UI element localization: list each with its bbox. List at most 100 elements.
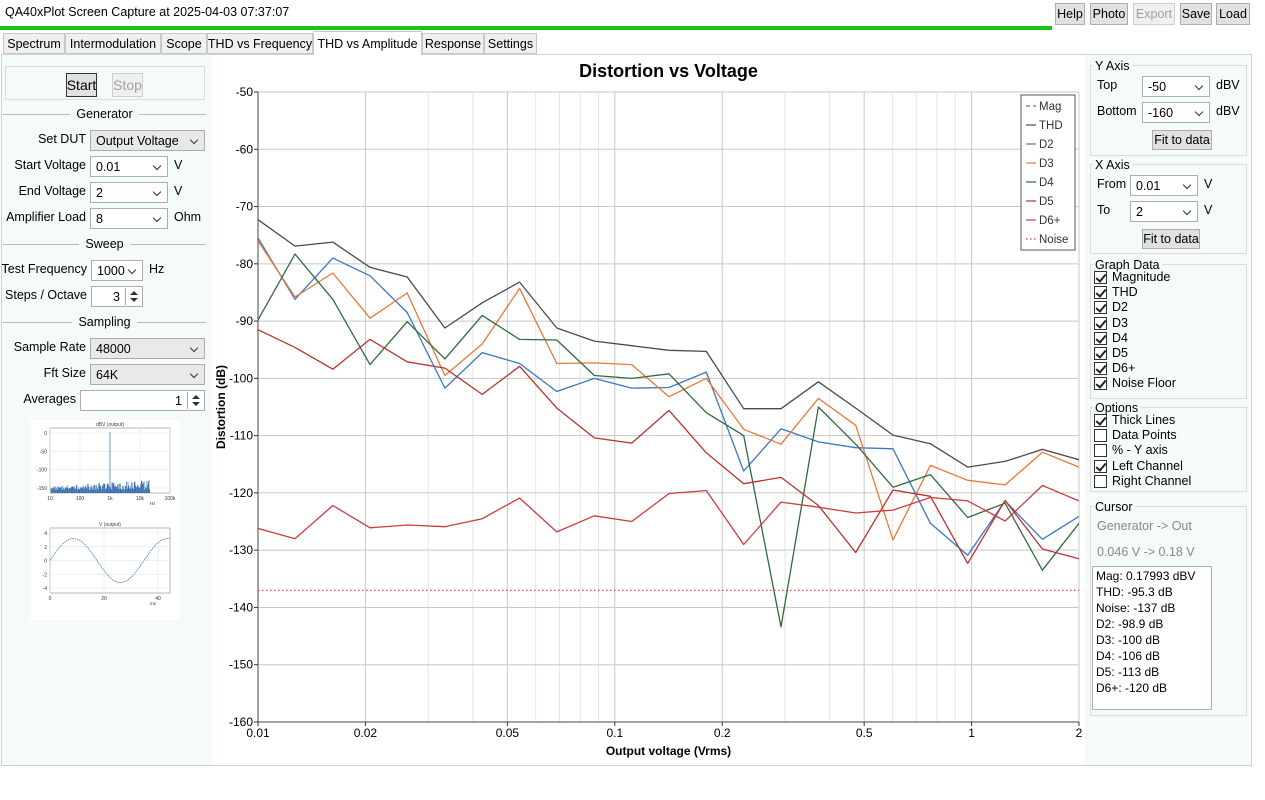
- field-unit: Hz: [149, 262, 165, 276]
- cursor-info: 0.046 V -> 0.18 V: [1097, 545, 1195, 559]
- field-value: 64K: [96, 368, 119, 382]
- readout-line: D3: -100 dB: [1096, 633, 1161, 647]
- checkbox-label: D3: [1112, 315, 1128, 330]
- x-axis-label: Output voltage (Vrms): [606, 744, 731, 758]
- thumb-y-tick: 0: [44, 559, 47, 565]
- section-heading: Sampling: [3, 314, 206, 330]
- x-tick-label: 0.2: [714, 726, 731, 740]
- thumb-y-tick: 2: [44, 545, 47, 551]
- checkbox[interactable]: [1094, 301, 1107, 315]
- combo-box[interactable]: 2: [1130, 201, 1198, 222]
- spin-box[interactable]: 3: [91, 286, 143, 307]
- field-unit: V: [1204, 177, 1213, 191]
- field-label: From: [1097, 177, 1127, 191]
- group-box: [1090, 407, 1247, 492]
- y-tick-label: -60: [236, 142, 254, 156]
- thumb-y-tick: -4: [43, 586, 48, 592]
- fit-button[interactable]: Fit to data: [1152, 130, 1212, 150]
- field-value: 8: [96, 212, 103, 226]
- spin-box[interactable]: 1: [80, 390, 205, 411]
- section-title: Sweep: [85, 237, 124, 251]
- tab[interactable]: Intermodulation: [65, 33, 161, 54]
- readout-line: THD: -95.3 dB: [1096, 585, 1173, 599]
- checkbox[interactable]: [1094, 271, 1107, 284]
- y-axis-label: Distortion (dB): [214, 365, 228, 449]
- checkbox[interactable]: [1094, 316, 1107, 330]
- field-label: Sample Rate: [13, 340, 86, 354]
- checkbox[interactable]: [1094, 347, 1107, 360]
- legend-label: Noise: [1039, 234, 1068, 246]
- checkbox[interactable]: [1094, 331, 1107, 345]
- combo-box[interactable]: -160: [1142, 102, 1210, 123]
- field-label: Bottom: [1097, 104, 1137, 118]
- tab[interactable]: Scope: [161, 33, 207, 54]
- spinner[interactable]: [125, 288, 141, 305]
- legend-box: [1020, 94, 1076, 251]
- field-unit: V: [1204, 203, 1213, 217]
- field-label: Top: [1097, 78, 1118, 92]
- group-title: X Axis: [1093, 158, 1132, 172]
- checkbox-label: Magnitude: [1112, 270, 1171, 284]
- combo-box[interactable]: 0.01: [1130, 175, 1198, 196]
- combo-box[interactable]: Output Voltage: [90, 130, 205, 151]
- section-heading: Generator: [3, 106, 206, 122]
- combo-box[interactable]: 8: [90, 208, 168, 229]
- y-tick-label: -130: [229, 543, 253, 557]
- combo-box[interactable]: 48000: [90, 338, 205, 359]
- group-box: [1090, 164, 1247, 254]
- tab[interactable]: THD vs Frequency: [207, 33, 313, 54]
- checkbox[interactable]: [1094, 414, 1107, 427]
- tab[interactable]: Response: [422, 33, 484, 54]
- spinner[interactable]: [187, 392, 203, 409]
- group-box: [1090, 506, 1247, 716]
- fit-button[interactable]: Fit to data: [1142, 229, 1200, 249]
- toolbar-button[interactable]: Help: [1055, 3, 1085, 25]
- checkbox[interactable]: [1094, 429, 1107, 443]
- x-tick-label: 0.01: [246, 726, 270, 740]
- x-tick-label: 2: [1076, 726, 1083, 740]
- legend-label: Mag: [1039, 101, 1061, 113]
- checkbox[interactable]: [1094, 444, 1107, 458]
- tab[interactable]: Settings: [484, 33, 537, 54]
- toolbar-button[interactable]: Photo: [1090, 3, 1128, 25]
- checkbox[interactable]: [1094, 474, 1107, 488]
- tab[interactable]: THD vs Amplitude: [313, 31, 422, 55]
- tab[interactable]: Spectrum: [3, 33, 65, 54]
- x-tick-label: 0.5: [856, 726, 873, 740]
- combo-box[interactable]: 2: [90, 182, 168, 203]
- series-line: [258, 253, 1079, 628]
- thumb-x-tick: 100k: [165, 496, 176, 502]
- checkbox[interactable]: [1094, 286, 1107, 300]
- run-button[interactable]: Stop: [112, 73, 143, 97]
- combo-box[interactable]: -50: [1142, 76, 1210, 97]
- field-value: Output Voltage: [96, 134, 179, 148]
- legend-label: D4: [1039, 177, 1054, 189]
- toolbar-button[interactable]: Export: [1133, 3, 1175, 25]
- checkbox[interactable]: [1094, 459, 1107, 473]
- legend-label: THD: [1039, 120, 1063, 132]
- combo-box[interactable]: 0.01: [90, 156, 168, 177]
- y-tick-label: -150: [229, 658, 253, 672]
- field-unit: V: [174, 158, 183, 172]
- run-box: [5, 66, 205, 100]
- combo-box[interactable]: 64K: [90, 364, 205, 385]
- readout-line: D6+: -120 dB: [1096, 681, 1168, 695]
- field-label: Amplifier Load: [6, 210, 86, 224]
- field-value: 3: [113, 290, 120, 304]
- toolbar-button[interactable]: Load: [1216, 3, 1250, 25]
- checkbox[interactable]: [1094, 377, 1107, 391]
- group-title: Y Axis: [1093, 59, 1132, 73]
- thumb-spectrum: [50, 432, 150, 493]
- legend-label: D6+: [1039, 215, 1061, 227]
- thumb-x-tick: 100: [76, 496, 85, 502]
- series-line: [258, 240, 1079, 541]
- y-tick-label: -90: [236, 314, 254, 328]
- run-button[interactable]: Start: [66, 73, 97, 97]
- section-title: Generator: [76, 107, 133, 121]
- field-label: Start Voltage: [14, 158, 86, 172]
- thumb-x-tick: 1k: [107, 496, 113, 502]
- combo-box[interactable]: 1000: [91, 260, 143, 281]
- checkbox[interactable]: [1094, 362, 1107, 376]
- toolbar-button[interactable]: Save: [1180, 3, 1212, 25]
- readout-line: Mag: 0.17993 dBV: [1096, 569, 1196, 583]
